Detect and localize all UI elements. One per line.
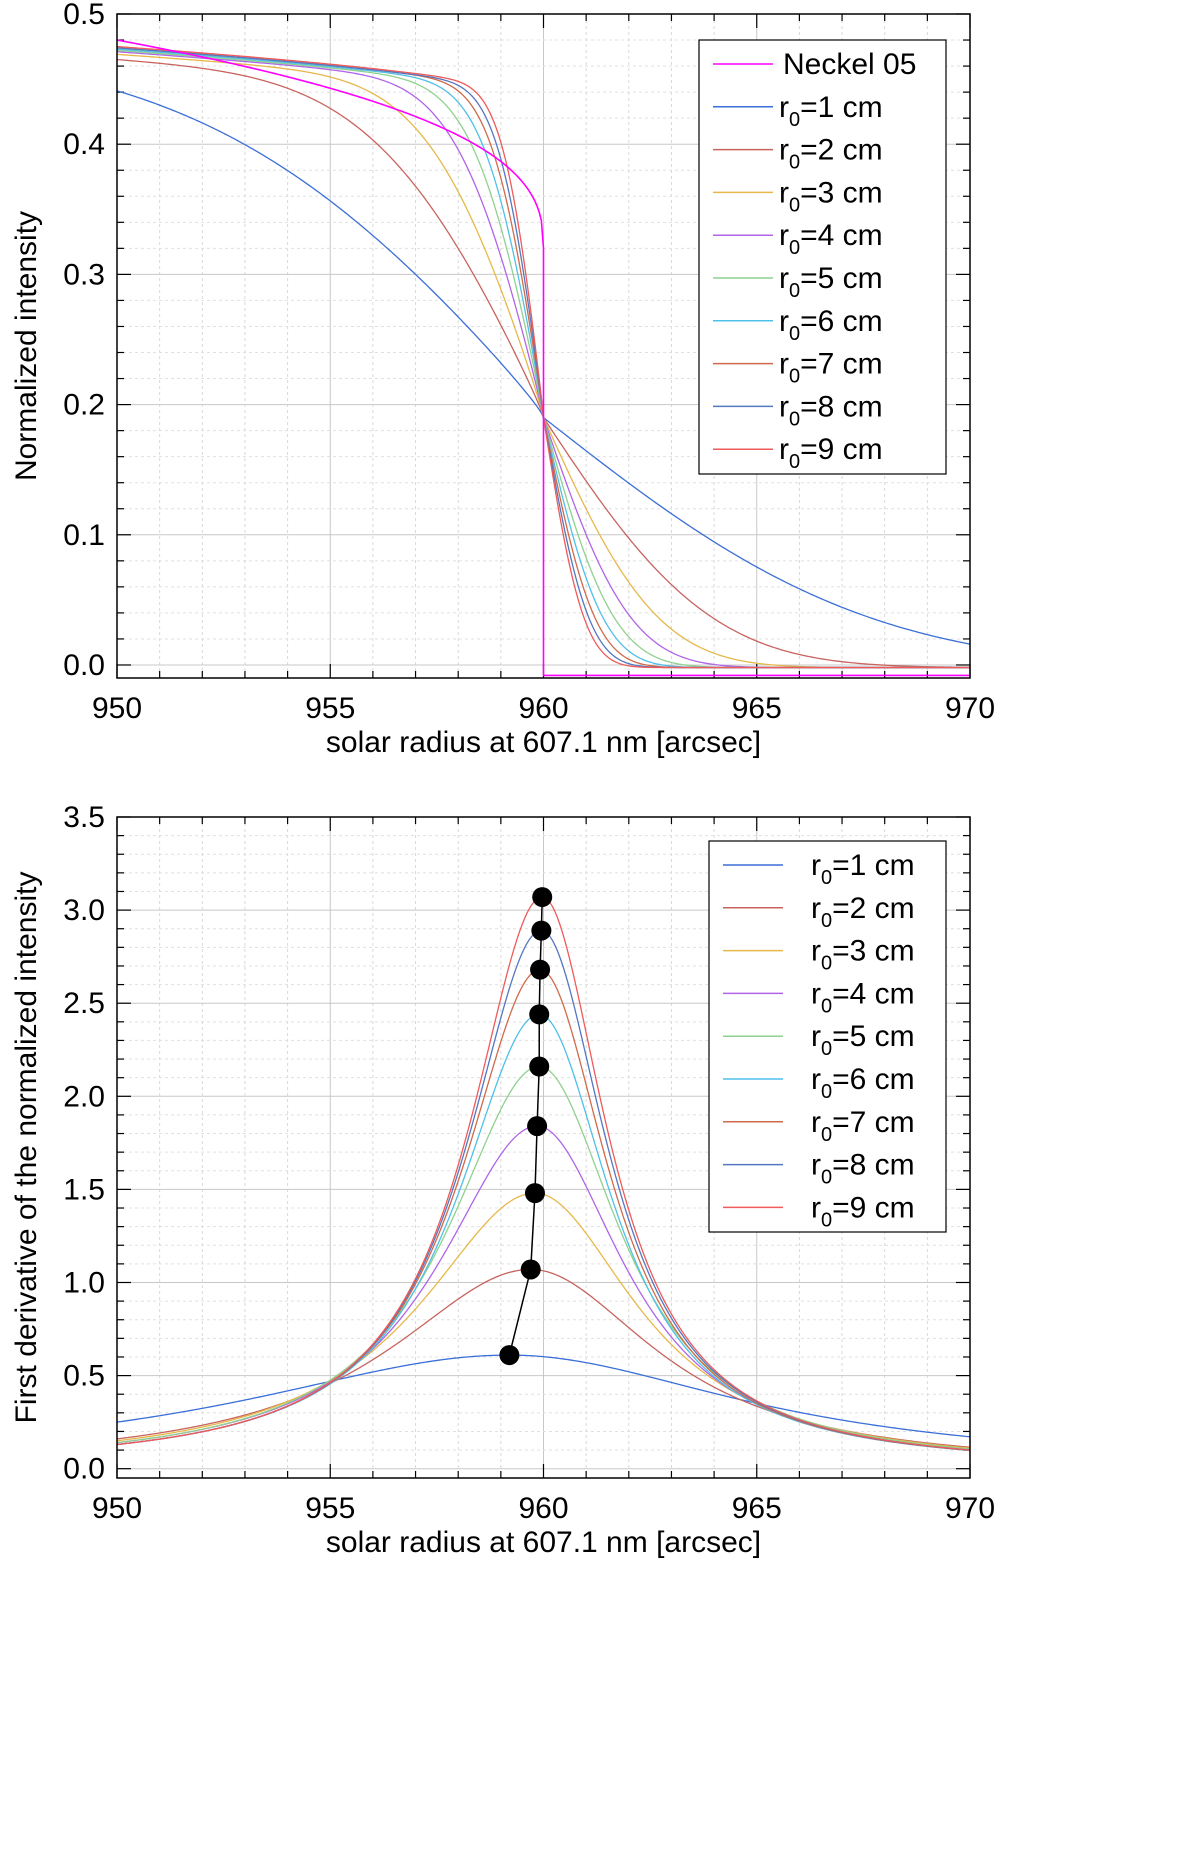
bottom-peak-marker [524, 1183, 545, 1204]
top-x-tick-label: 970 [945, 692, 995, 725]
bot-y-tick-label: 1.5 [63, 1173, 105, 1206]
bottom-legend-label: r0=8 cm [811, 1149, 915, 1189]
bottom-legend-label: r0=9 cm [811, 1191, 915, 1231]
bottom-peak-marker [520, 1259, 541, 1280]
top-legend-label: r0=8 cm [779, 390, 883, 430]
bot-y-tick-label: 2.0 [63, 1080, 105, 1113]
top-y-tick-label: 0.1 [63, 519, 105, 552]
bottom-peak-markers [499, 887, 553, 1366]
top-y-tick-label: 0.2 [63, 389, 105, 422]
bot-x-tick-label: 955 [305, 1492, 355, 1525]
bottom-legend-label: r0=5 cm [811, 1020, 915, 1060]
top-x-tick-label: 955 [305, 692, 355, 725]
bottom-plot-frame [116, 816, 971, 1479]
bot-y-tick-label: 3.0 [63, 894, 105, 927]
bot-y-tick-label: 0.5 [63, 1360, 105, 1393]
top-plot-frame [116, 13, 971, 679]
top-tick-labels: 950 955 960 965 970 0.0 0.1 0.2 0.3 0.4 0.5 [63, 0, 995, 725]
top-series-group [116, 39, 971, 677]
top-x-tick-label: 965 [732, 692, 782, 725]
top-y-axis-label: Normalized intensity [10, 211, 43, 481]
top-legend-label: r0=2 cm [779, 134, 883, 174]
top-legend-label: r0=7 cm [779, 348, 883, 388]
top-legend-label: r0=9 cm [779, 433, 883, 473]
top-y-tick-label: 0.5 [63, 0, 105, 31]
bottom-peak-marker [527, 1116, 548, 1137]
top-legend-label: r0=1 cm [779, 91, 883, 131]
top-y-tick-label: 0.0 [63, 649, 105, 682]
top-legend-label: r0=5 cm [779, 262, 883, 302]
bot-x-tick-label: 950 [92, 1492, 142, 1525]
bot-y-tick-label: 1.0 [63, 1266, 105, 1299]
bottom-legend-label: r0=1 cm [811, 849, 915, 889]
bottom-y-axis-label: First derivative of the normalized inten… [10, 872, 43, 1424]
bot-x-tick-label: 970 [945, 1492, 995, 1525]
bottom-legend-label: r0=2 cm [811, 892, 915, 932]
bottom-legend-label: r0=3 cm [811, 935, 915, 975]
top-x-axis-label: solar radius at 607.1 nm [arcsec] [326, 726, 761, 759]
bottom-panel: 950 955 960 965 9700.00.51.01.52.02.53.03.5 … [10, 801, 995, 1559]
top-y-tick-label: 0.4 [63, 128, 105, 161]
bottom-legend-label: r0=7 cm [811, 1106, 915, 1146]
top-x-tick-label: 960 [518, 692, 568, 725]
top-legend-label: r0=3 cm [779, 176, 883, 216]
bottom-peak-marker [530, 959, 551, 980]
top-y-tick-label: 0.3 [63, 258, 105, 291]
top-legend-label-neckel: Neckel 05 [783, 48, 916, 81]
bot-y-tick-label: 3.5 [63, 801, 105, 834]
top-x-tick-label: 950 [92, 692, 142, 725]
top-legend-box [698, 39, 947, 475]
bottom-legend-label: r0=6 cm [811, 1063, 915, 1103]
top-panel: 950 955 960 965 970 0.0 0.1 0.2 0.3 0.4 0.5 solar … [10, 0, 995, 759]
bottom-peak-marker [532, 887, 553, 908]
top-legend-label: r0=4 cm [779, 219, 883, 259]
bottom-peak-marker [499, 1345, 520, 1366]
top-series-line-neckel [116, 39, 970, 677]
bot-y-tick-label: 2.5 [63, 987, 105, 1020]
bottom-tick-labels: 950 955 960 965 970 0.0 0.5 1.0 1.5 2.0 2.5 3.0 3.5 [63, 801, 995, 1525]
bottom-peak-marker [529, 1004, 550, 1025]
bot-x-tick-label: 965 [732, 1492, 782, 1525]
bottom-series-line-r0-1 [116, 1354, 971, 1438]
bot-x-tick-label: 960 [518, 1492, 568, 1525]
bottom-x-axis-label: solar radius at 607.1 nm [arcsec] [326, 1526, 761, 1559]
bottom-peak-marker [529, 1056, 550, 1077]
top-legend-label: r0=6 cm [779, 305, 883, 345]
bot-y-tick-label: 0.0 [63, 1453, 105, 1486]
bottom-peak-marker [531, 920, 552, 941]
bottom-legend-label: r0=4 cm [811, 977, 915, 1017]
